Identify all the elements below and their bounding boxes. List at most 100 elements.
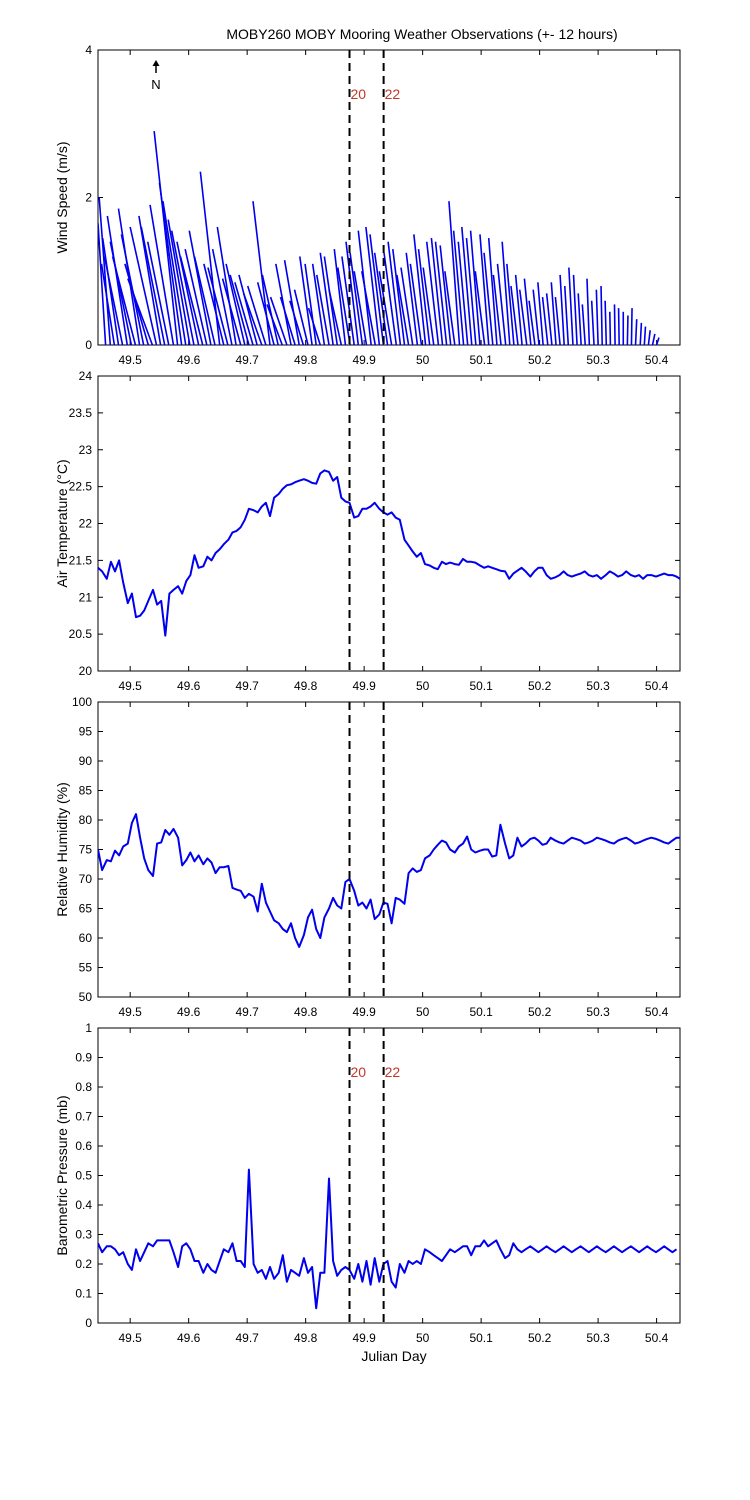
y-tick-label: 95 [79,725,93,739]
wind-stick [170,230,195,345]
wind-stick [479,234,490,345]
wind-stick [422,267,435,345]
x-axis-label: Julian Day [361,1348,426,1364]
x-tick-label: 49.5 [118,679,142,693]
x-tick-label: 49.9 [352,353,376,367]
wind-stick [184,248,208,345]
y-tick-label: 0.6 [75,1139,92,1153]
wind-stick [179,256,204,345]
wind-stick [523,278,532,345]
wind-stick [373,252,389,345]
y-tick-label: 21.5 [69,553,93,567]
x-tick-label: 50 [416,353,430,367]
y-tick-label: 75 [79,843,93,857]
y-tick-label: 0.8 [75,1080,92,1094]
x-tick-label: 49.6 [177,1005,201,1019]
wind-stick [269,296,288,345]
wind-stick [337,267,351,345]
x-tick-label: 50.4 [645,679,669,693]
wind-stick [630,308,633,345]
wind-stick [106,215,129,345]
panel-wind: 49.5 49.6 49.7 49.8 49.9 50 50.1 50.2 50.3 50.4 0 2… [54,43,681,367]
north-arrow-icon [152,60,160,66]
x-tick-label: 50.2 [528,1331,552,1345]
wind-stick [315,274,330,345]
wind-stick [617,308,620,345]
wind-stick [333,249,347,345]
wind-stick [234,282,254,345]
wind-stick [216,226,237,345]
wind-stick [430,237,444,345]
y-tick-label: 70 [79,872,93,886]
x-tick-label: 49.9 [352,1331,376,1345]
panel-relative_humidity: 49.5 49.6 49.7 49.8 49.9 50 50.1 50.2 50.3 50.4 50… [54,695,681,1019]
x-tick-label: 50.2 [528,679,552,693]
wind-stick [392,249,406,345]
x-tick-label: 49.9 [352,679,376,693]
x-tick-label: 49.5 [118,1331,142,1345]
wind-stick [496,263,507,345]
x-tick-label: 50.1 [469,353,493,367]
wind-stick [417,249,431,345]
wind-stick [590,300,595,345]
y-tick-label: 100 [72,695,92,709]
wind-stick [461,226,473,345]
wind-stick [469,230,481,345]
wind-stick [439,245,452,345]
wind-stick [409,263,423,345]
y-tick-label: 1 [85,1021,92,1035]
x-tick-label: 50.1 [469,1005,493,1019]
wind-stick [613,304,616,345]
x-tick-label: 50 [416,1331,430,1345]
wind-stick [98,223,107,345]
wind-stick [101,237,120,345]
wind-stick [563,285,570,345]
wind-stick [193,256,216,345]
wind-stick [643,326,647,345]
x-tick-label: 49.7 [235,679,259,693]
wind-stick [319,252,334,345]
north-label: N [151,77,160,92]
y-axis-label: Relative Humidity (%) [54,782,70,917]
x-tick-label: 50.4 [645,353,669,367]
wind-stick [559,274,565,345]
wind-stick [127,278,154,345]
wind-stick [158,182,183,345]
wind-stick [514,274,523,345]
y-tick-label: 2 [85,191,92,205]
wind-stick [103,256,124,345]
y-tick-label: 0.3 [75,1228,92,1242]
wind-stick [149,204,175,345]
y-axis-label: Wind Speed (m/s) [54,141,70,253]
wind-stick [341,256,355,345]
wind-stick [405,252,419,345]
plot-area [98,469,680,637]
wind-stick [604,300,608,345]
x-tick-label: 49.5 [118,1005,142,1019]
y-tick-label: 0 [85,338,92,352]
wind-stick [568,267,574,345]
time-marker-label: 22 [385,1064,401,1080]
x-tick-label: 50 [416,1005,430,1019]
y-tick-label: 55 [79,961,93,975]
x-tick-label: 50.3 [586,679,610,693]
plot-area [98,131,660,345]
y-tick-label: 60 [79,931,93,945]
wind-stick [361,271,377,345]
wind-stick [266,304,284,345]
y-tick-label: 20 [79,664,93,678]
series-line-barometric_pressure [98,1168,678,1310]
wind-stick [353,271,368,345]
wind-stick [577,293,582,345]
wind-stick [487,238,498,345]
wind-stick [501,241,511,345]
y-tick-label: 85 [79,784,93,798]
panel-air_temperature: 49.5 49.6 49.7 49.8 49.9 50 50.1 50.2 50.3 50.4 20… [54,369,681,693]
wind-stick [413,234,427,345]
wind-stick [162,201,187,345]
wind-stick [510,285,519,345]
wind-stick [242,293,263,345]
time-marker-label: 20 [351,1064,367,1080]
wind-stick [387,241,402,345]
panel-barometric_pressure: 49.5 49.6 49.7 49.8 49.9 50 50.1 50.2 50.3 50.4 0 0… [54,1021,681,1345]
